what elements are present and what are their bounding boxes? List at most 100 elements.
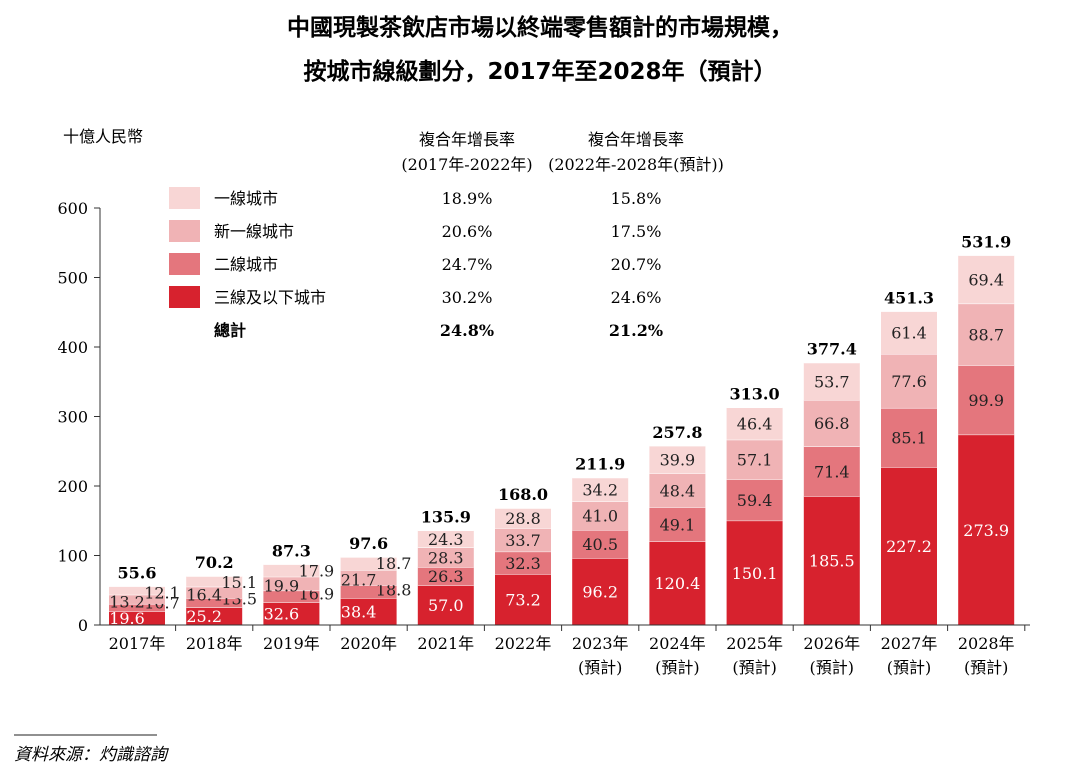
bar-segment — [572, 477, 629, 502]
segment-value-label: 53.7 — [814, 372, 850, 391]
x-tick-sublabel: (預計) — [810, 658, 855, 677]
x-tick-sublabel: (預計) — [578, 658, 623, 677]
segment-value-label: 61.4 — [891, 324, 927, 343]
bar-segment — [726, 439, 783, 480]
segment-value-label: 32.3 — [505, 554, 541, 573]
bar-segment — [958, 255, 1015, 304]
x-tick-label: 2019年 — [263, 634, 320, 653]
y-tick-label: 500 — [57, 269, 88, 288]
y-tick-label: 200 — [57, 477, 88, 496]
legend-cagr-value: 18.9% — [442, 189, 493, 208]
segment-value-label: 41.0 — [582, 507, 618, 526]
total-value-label: 55.6 — [118, 563, 157, 582]
segment-value-label: 99.9 — [968, 391, 1004, 410]
bar-segment — [417, 567, 474, 586]
segment-value-label: 19.9 — [264, 577, 300, 596]
total-value-label: 451.3 — [884, 288, 934, 307]
segment-value-label: 32.6 — [264, 605, 300, 624]
bar-segment — [340, 598, 397, 625]
legend-cagr-value: 17.5% — [611, 222, 662, 241]
segment-value-label: 39.9 — [660, 451, 696, 470]
bar-segment — [186, 576, 243, 587]
legend-series-name: 新一線城市 — [214, 222, 294, 241]
segment-value-label: 85.1 — [891, 429, 927, 448]
bar-segment — [417, 530, 474, 548]
total-value-label: 211.9 — [575, 455, 625, 474]
segment-value-label: 18.7 — [376, 554, 412, 573]
legend-cagr-value: 24.7% — [442, 255, 493, 274]
bar-segment — [109, 586, 165, 595]
legend-swatch — [169, 187, 200, 209]
x-tick-label: 2023年 — [572, 634, 629, 653]
legend-cagr-value: 24.6% — [611, 288, 662, 307]
bar-segment — [649, 445, 706, 474]
segment-value-label: 48.4 — [660, 481, 696, 500]
y-axis: 0 100 200 300 400 500 600 — [57, 199, 101, 635]
legend-cagr-value: 20.6% — [442, 222, 493, 241]
bar-segment — [958, 365, 1015, 435]
segment-value-label: 46.4 — [737, 415, 773, 434]
segment-value-label: 57.0 — [428, 596, 464, 615]
legend-swatch — [169, 220, 200, 242]
bar-segment — [803, 496, 860, 625]
bar-segment — [340, 570, 397, 586]
bar-segment — [881, 407, 937, 468]
segment-value-label: 24.3 — [428, 530, 464, 549]
total-value-label: 168.0 — [498, 485, 548, 504]
total-value-label: 313.0 — [730, 384, 780, 403]
segment-value-label: 21.7 — [341, 571, 377, 590]
segment-value-label: 28.3 — [428, 548, 464, 567]
total-value-label: 70.2 — [195, 553, 234, 572]
bar-segment — [340, 557, 397, 571]
bar-segment — [958, 434, 1015, 625]
bar-segment — [803, 400, 860, 447]
y-tick-label: 600 — [57, 199, 88, 218]
bar-segment — [726, 407, 783, 440]
source-note: 資料來源：灼識諮詢 — [14, 745, 169, 765]
y-tick-label: 100 — [57, 547, 88, 566]
segment-value-label: 73.2 — [505, 591, 541, 610]
segment-value-label: 150.1 — [732, 564, 778, 583]
legend-series-name: 二線城市 — [214, 255, 278, 274]
total-value-label: 135.9 — [421, 508, 471, 527]
bar-segment — [803, 362, 860, 401]
segment-value-label: 227.2 — [886, 537, 932, 556]
segment-value-label: 38.4 — [341, 603, 377, 622]
x-tick-sublabel: (預計) — [887, 658, 932, 677]
bar-segment — [881, 467, 937, 625]
x-tick-label: 2026年 — [803, 634, 860, 653]
x-tick-label: 2027年 — [881, 634, 938, 653]
segment-value-label: 34.2 — [582, 481, 618, 500]
legend-total-name: 總計 — [214, 321, 246, 340]
legend-cagr-header: (2017年-2022年) — [401, 155, 532, 174]
bar-segment — [572, 501, 629, 530]
x-tick-sublabel: (預計) — [964, 658, 1009, 677]
x-tick-sublabel: (預計) — [732, 658, 777, 677]
segment-value-label: 88.7 — [968, 325, 1004, 344]
x-tick-label: 2022年 — [495, 634, 552, 653]
bar-segment — [495, 508, 551, 529]
bar-segment — [186, 586, 243, 599]
bar-segment — [186, 607, 243, 625]
segment-value-label: 59.4 — [737, 491, 773, 510]
bar-segment — [263, 590, 320, 603]
legend-cagr-value: 20.7% — [611, 255, 662, 274]
y-axis-unit-label: 十億人民幣 — [63, 127, 143, 146]
legend-swatch — [169, 286, 200, 308]
bars-group: 19.610.713.212.155.625.213.516.415.170.2… — [109, 232, 1015, 628]
segment-value-label: 25.2 — [186, 607, 222, 626]
y-tick-label: 300 — [57, 408, 88, 427]
bar-segment — [572, 558, 629, 625]
x-tick-label: 2028年 — [958, 634, 1015, 653]
bar-segment — [572, 529, 629, 559]
bar-segment — [958, 303, 1015, 366]
total-value-label: 531.9 — [961, 232, 1011, 251]
x-tick-label: 2021年 — [417, 634, 474, 653]
legend-cagr-header: 複合年增長率 — [588, 130, 684, 149]
total-value-label: 377.4 — [807, 340, 857, 359]
segment-value-label: 49.1 — [660, 515, 696, 534]
bar-segment — [495, 574, 551, 625]
chart-title-line2: 按城市線級劃分，2017年至2028年（預計） — [303, 58, 776, 85]
legend: 複合年增長率 (2017年-2022年) 複合年增長率 (2022年-2028年(預計… — [169, 130, 724, 340]
